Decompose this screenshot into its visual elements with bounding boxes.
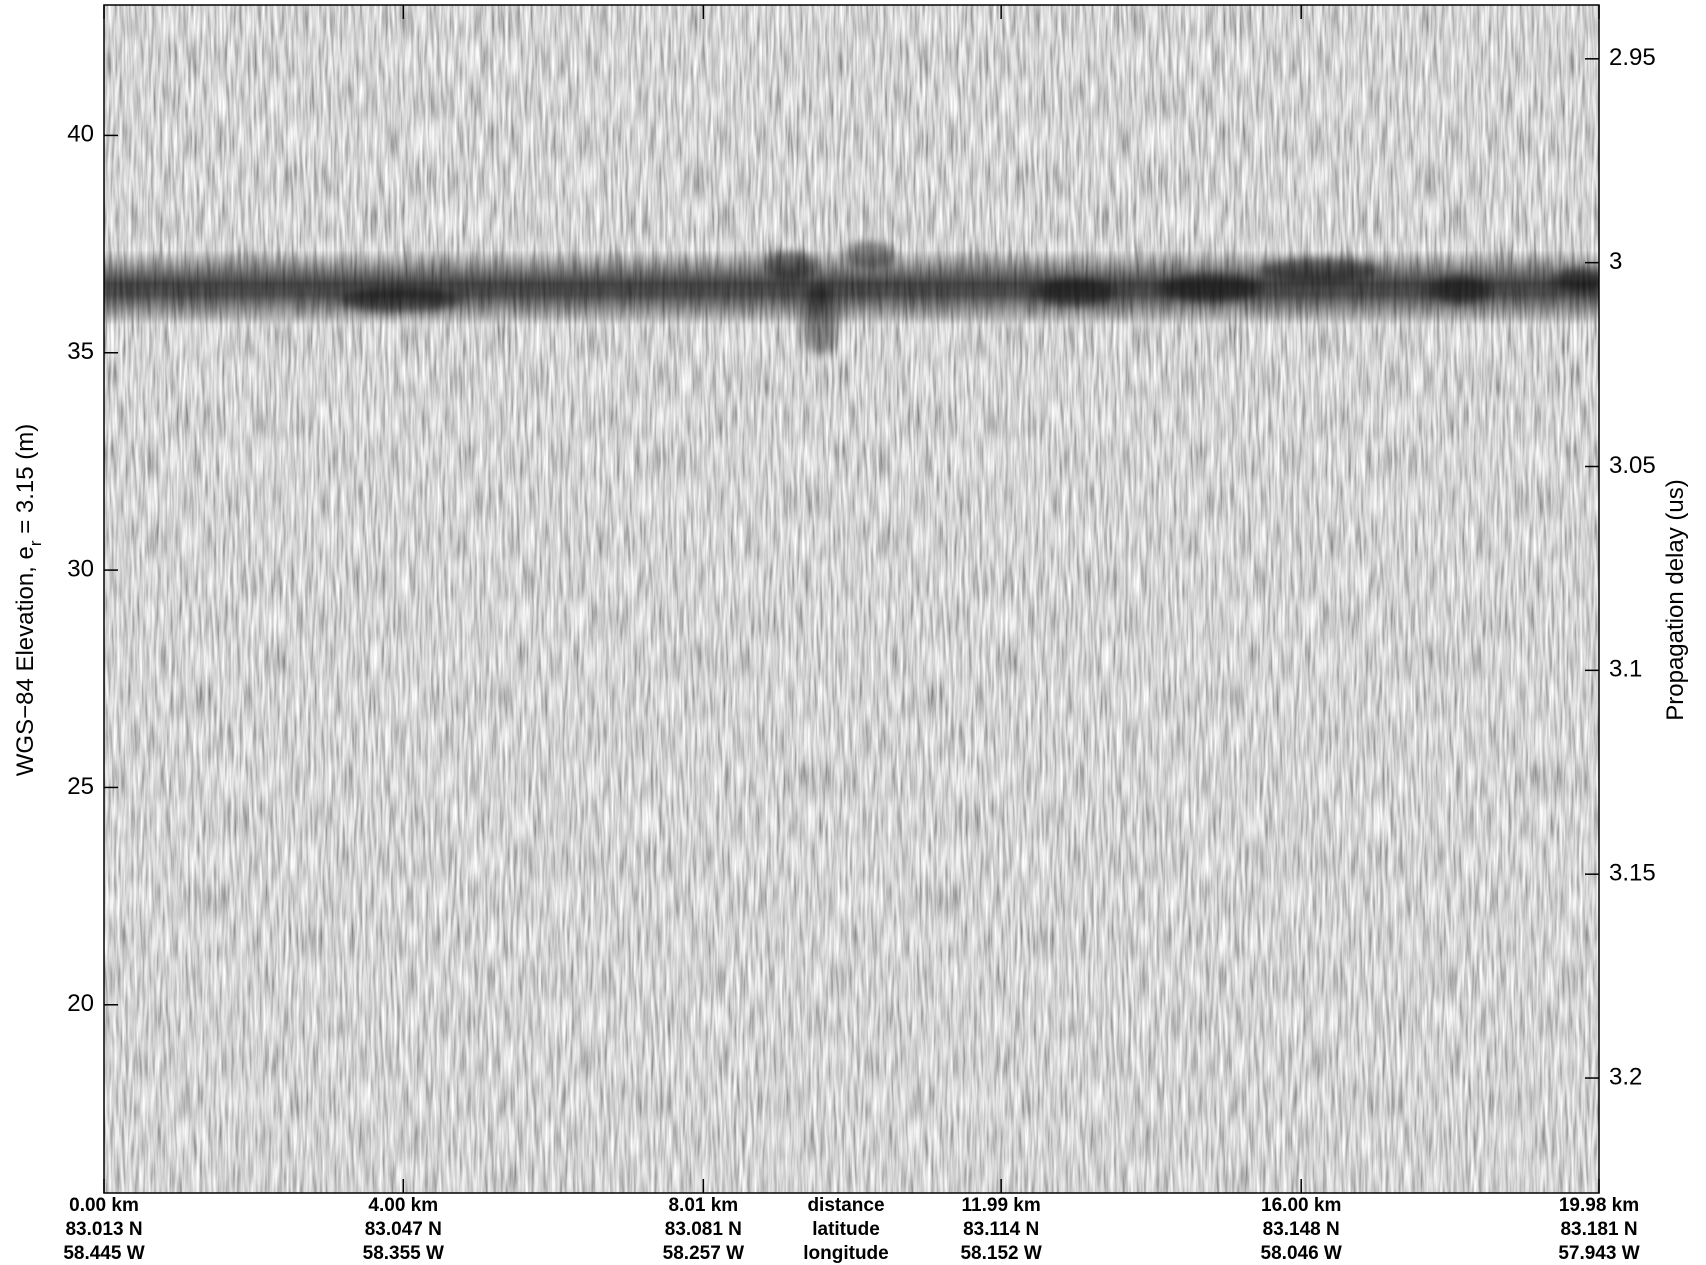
x-tick-longitude: 58.152 W bbox=[960, 1243, 1041, 1264]
y-axis-label-text: WGS−84 Elevation, e bbox=[12, 546, 39, 776]
y2-tick-label: 3 bbox=[1609, 248, 1622, 275]
x-tick-latitude: 83.047 N bbox=[365, 1219, 442, 1240]
x-tick-longitude: 58.046 W bbox=[1261, 1243, 1342, 1264]
x-tick-longitude: 58.355 W bbox=[363, 1243, 444, 1264]
x-tick-longitude: 58.445 W bbox=[63, 1243, 144, 1264]
radar-noise bbox=[104, 5, 1599, 1193]
x-tick-distance: 16.00 km bbox=[1261, 1195, 1341, 1216]
x-tick-distance: 4.00 km bbox=[368, 1195, 438, 1216]
plot-frame bbox=[103, 4, 1600, 1194]
x-tick-distance: 8.01 km bbox=[668, 1195, 738, 1216]
x-tick-latitude: 83.114 N bbox=[963, 1219, 1039, 1240]
y-tick-label: 35 bbox=[67, 338, 94, 365]
y-axis-label-suffix: = 3.15 (m) bbox=[12, 424, 39, 541]
y2-tick-label: 3.1 bbox=[1609, 656, 1642, 683]
x-row-name: distance bbox=[807, 1195, 884, 1216]
x-row-name: longitude bbox=[803, 1243, 888, 1264]
echogram-image bbox=[104, 5, 1599, 1193]
x-tick-distance: 19.98 km bbox=[1559, 1195, 1639, 1216]
x-tick-distance: 0.00 km bbox=[69, 1195, 139, 1216]
x-tick-latitude: 83.181 N bbox=[1560, 1219, 1637, 1240]
x-tick-distance: 11.99 km bbox=[962, 1195, 1041, 1216]
y2-tick-label: 2.95 bbox=[1609, 44, 1656, 71]
y2-tick-label: 3.15 bbox=[1609, 860, 1656, 887]
x-tick-latitude: 83.081 N bbox=[665, 1219, 742, 1240]
y-tick-label: 40 bbox=[67, 121, 94, 148]
x-tick-longitude: 57.943 W bbox=[1558, 1243, 1639, 1264]
x-tick-latitude: 83.148 N bbox=[1263, 1219, 1340, 1240]
y-tick-label: 25 bbox=[67, 773, 94, 800]
y2-axis-label: Propagation delay (us) bbox=[1662, 479, 1689, 720]
y-tick-label: 30 bbox=[67, 555, 94, 582]
x-row-name: latitude bbox=[812, 1219, 880, 1240]
y-tick-label: 20 bbox=[67, 990, 94, 1017]
y2-tick-label: 3.05 bbox=[1609, 452, 1656, 479]
x-tick-latitude: 83.013 N bbox=[65, 1219, 142, 1240]
x-tick-longitude: 58.257 W bbox=[663, 1243, 744, 1264]
y-axis-label-subscript: r bbox=[26, 540, 45, 546]
y-axis-label: WGS−84 Elevation, er = 3.15 (m) bbox=[12, 424, 45, 777]
surface-echo-detail bbox=[340, 241, 1599, 355]
y2-tick-label: 3.2 bbox=[1609, 1063, 1642, 1090]
